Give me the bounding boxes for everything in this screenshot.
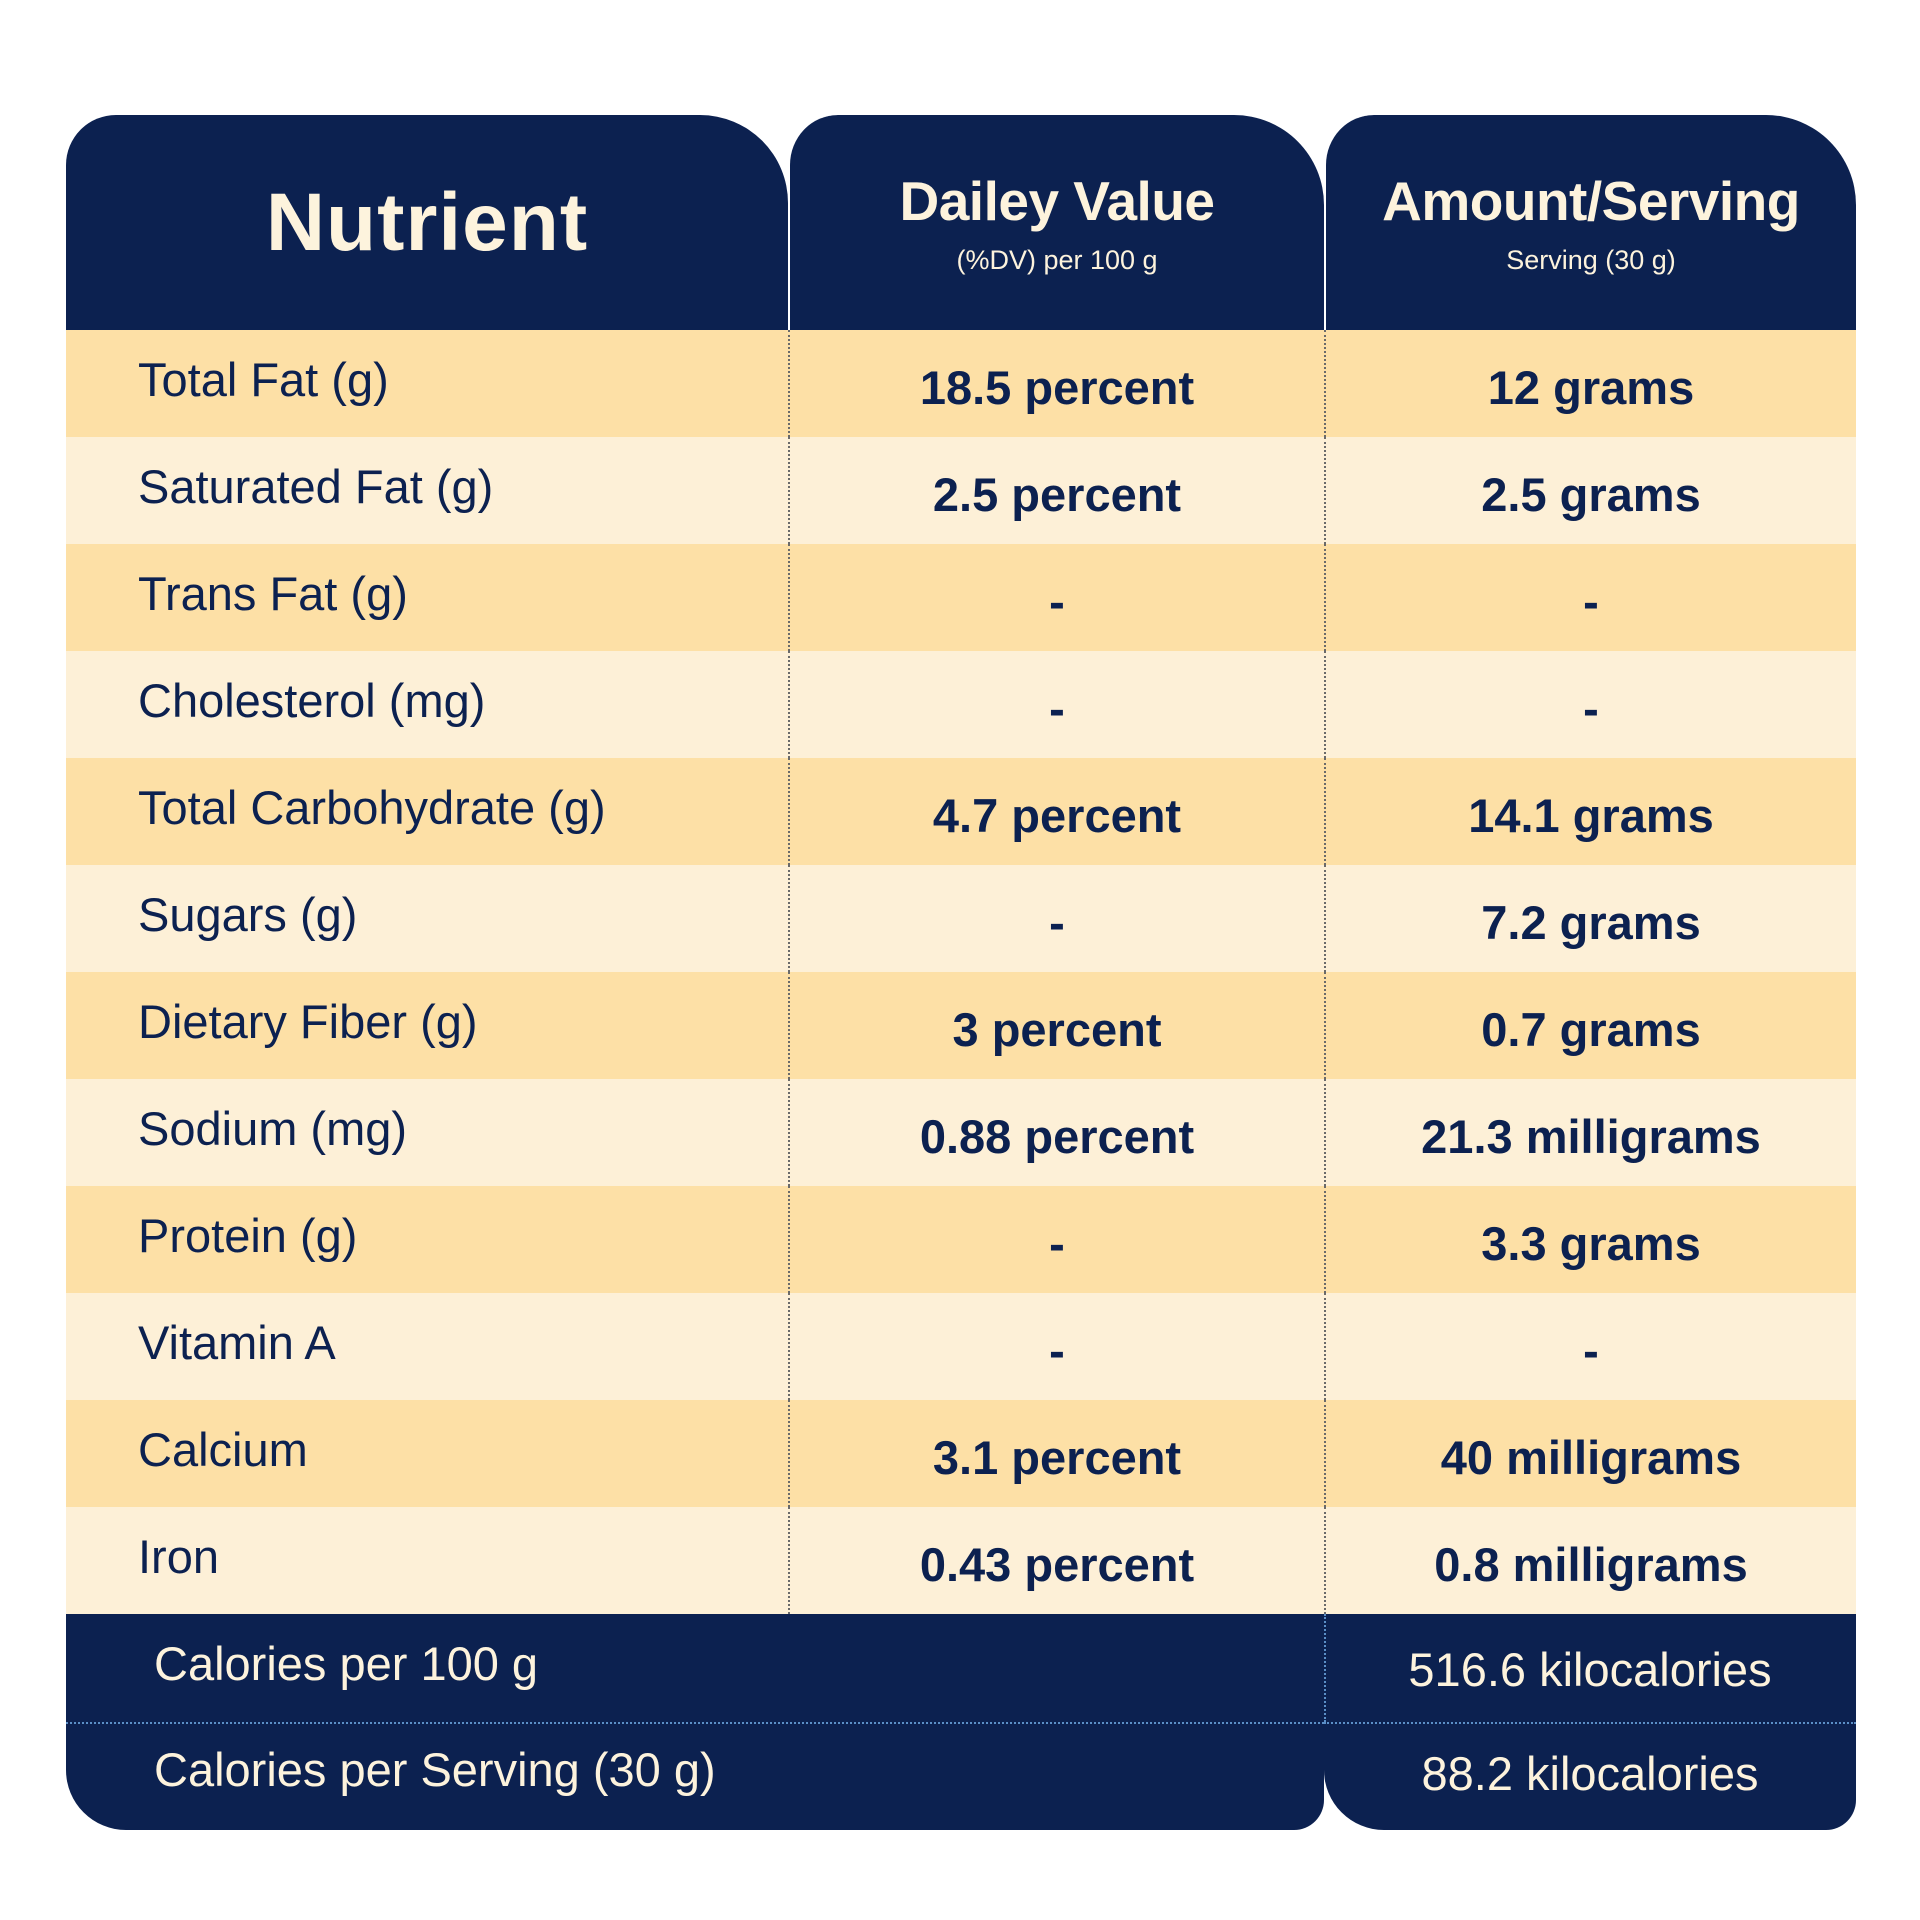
nutrient-name: Saturated Fat (g) (138, 460, 494, 513)
nutrient-name: Sugars (g) (138, 888, 358, 941)
nutrient-name: Iron (138, 1530, 219, 1583)
header-amount-subtitle: Serving (30 g) (1506, 245, 1676, 275)
amount-cell: 2.5 grams (1324, 437, 1856, 544)
amount-cell: 0.8 milligrams (1324, 1507, 1856, 1614)
table-row: Cholesterol (mg) - - (66, 651, 1856, 758)
calories-per-100g-label: Calories per 100 g (154, 1637, 539, 1690)
header-dv-subtitle: (%DV) per 100 g (956, 245, 1158, 275)
amount-cell: 0.7 grams (1324, 972, 1856, 1079)
daily-value-cell: - (788, 1293, 1324, 1400)
table-row: Calcium 3.1 percent 40 milligrams (66, 1400, 1856, 1507)
calories-per-serving-label: Calories per Serving (30 g) (154, 1743, 716, 1796)
amount-cell: - (1324, 1293, 1856, 1400)
header-daily-value: Dailey Value (%DV) per 100 g (788, 115, 1324, 330)
header-nutrient-title: Nutrient (265, 176, 589, 268)
table-row: Trans Fat (g) - - (66, 544, 1856, 651)
amount-cell: 14.1 grams (1324, 758, 1856, 865)
nutrient-name: Total Fat (g) (138, 353, 389, 406)
footer-divider (1324, 1722, 1856, 1724)
table-row: Vitamin A - - (66, 1293, 1856, 1400)
calories-per-100g-value: 516.6 kilocalories (1408, 1643, 1772, 1696)
daily-value-cell: 18.5 percent (788, 330, 1324, 437)
daily-value-cell: - (788, 651, 1324, 758)
amount-cell: 7.2 grams (1324, 865, 1856, 972)
daily-value-cell: 2.5 percent (788, 437, 1324, 544)
nutrient-name: Vitamin A (138, 1316, 336, 1369)
table-row: Saturated Fat (g) 2.5 percent 2.5 grams (66, 437, 1856, 544)
daily-value-cell: 3.1 percent (788, 1400, 1324, 1507)
footer-labels: Calories per 100 g Calories per Serving … (66, 1614, 1324, 1830)
calories-per-serving-value: 88.2 kilocalories (1421, 1747, 1759, 1800)
nutrient-table-body: Total Fat (g) 18.5 percent 12 grams Satu… (66, 330, 1856, 1614)
daily-value-cell: 0.88 percent (788, 1079, 1324, 1186)
nutrient-name: Cholesterol (mg) (138, 674, 486, 727)
daily-value-cell: 3 percent (788, 972, 1324, 1079)
daily-value-cell: 4.7 percent (788, 758, 1324, 865)
daily-value-cell: - (788, 1186, 1324, 1293)
header-amount-title: Amount/Serving (1382, 170, 1800, 232)
amount-cell: 21.3 milligrams (1324, 1079, 1856, 1186)
nutrient-name: Trans Fat (g) (138, 567, 408, 620)
table-row: Sugars (g) - 7.2 grams (66, 865, 1856, 972)
table-row: Total Carbohydrate (g) 4.7 percent 14.1 … (66, 758, 1856, 865)
daily-value-cell: 0.43 percent (788, 1507, 1324, 1614)
table-row: Iron 0.43 percent 0.8 milligrams (66, 1507, 1856, 1614)
table-row: Sodium (mg) 0.88 percent 21.3 milligrams (66, 1079, 1856, 1186)
nutrient-name: Protein (g) (138, 1209, 358, 1262)
header-dv-title: Dailey Value (899, 170, 1215, 232)
amount-cell: 12 grams (1324, 330, 1856, 437)
daily-value-cell: - (788, 865, 1324, 972)
header-amount-serving: Amount/Serving Serving (30 g) (1324, 115, 1856, 330)
footer-values: 516.6 kilocalories 88.2 kilocalories (1324, 1614, 1856, 1830)
nutrient-name: Calcium (138, 1423, 308, 1476)
footer-divider (66, 1722, 1324, 1724)
amount-cell: 40 milligrams (1324, 1400, 1856, 1507)
amount-cell: - (1324, 651, 1856, 758)
footer-column-divider (1324, 1614, 1326, 1722)
daily-value-cell: - (788, 544, 1324, 651)
nutrient-name: Dietary Fiber (g) (138, 995, 478, 1048)
amount-cell: 3.3 grams (1324, 1186, 1856, 1293)
nutrient-name: Total Carbohydrate (g) (138, 781, 606, 834)
amount-cell: - (1324, 544, 1856, 651)
table-row: Protein (g) - 3.3 grams (66, 1186, 1856, 1293)
table-row: Total Fat (g) 18.5 percent 12 grams (66, 330, 1856, 437)
nutrient-name: Sodium (mg) (138, 1102, 408, 1155)
header-nutrient: Nutrient (66, 115, 788, 330)
table-row: Dietary Fiber (g) 3 percent 0.7 grams (66, 972, 1856, 1079)
